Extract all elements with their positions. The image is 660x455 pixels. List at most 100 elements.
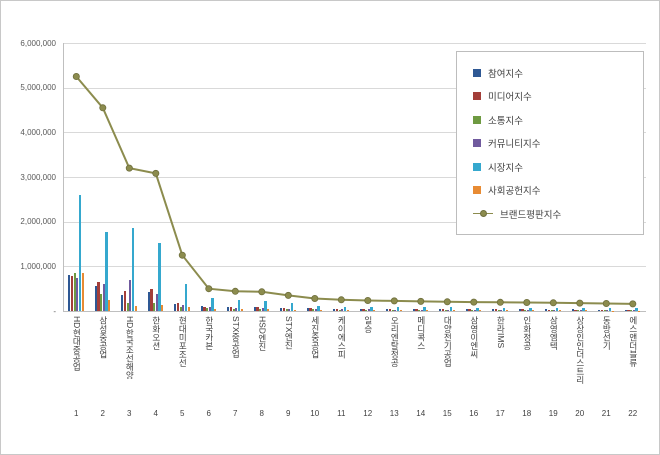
bar-소통지수: [603, 310, 606, 311]
bar-시장지수: [237, 299, 241, 311]
bar-미디어지수: [627, 309, 630, 311]
bar-참여지수: [280, 307, 283, 311]
legend-swatch-icon: [473, 68, 481, 77]
bar-소통지수: [232, 308, 235, 311]
x-axis-rank-label: 2: [100, 409, 105, 418]
x-axis-category-label: 상상인인더스트리: [575, 316, 586, 384]
bar-사회공헌지수: [81, 273, 84, 311]
bar-소통지수: [550, 310, 553, 311]
bar-시장지수: [449, 307, 453, 311]
bar-미디어지수: [256, 306, 259, 311]
y-axis-tick-label: 1,000,000: [20, 261, 56, 271]
x-axis-rank-label: 10: [310, 409, 320, 418]
bar-사회공헌지수: [426, 310, 429, 311]
bar-사회공헌지수: [187, 307, 190, 311]
bar-사회공헌지수: [558, 310, 561, 311]
legend-label: 참여지수: [488, 68, 523, 80]
chart-legend: 참여지수 미디어지수 소통지수 커뮤니티지수 시장지수 사회공헌지수 브랜드평판지수: [456, 51, 644, 235]
bar-커뮤니티지수: [420, 309, 423, 311]
bar-사회공헌지수: [134, 305, 137, 311]
bar-커뮤니티지수: [182, 304, 185, 311]
bar-커뮤니티지수: [208, 307, 211, 311]
bar-사회공헌지수: [161, 305, 164, 311]
bar-커뮤니티지수: [235, 307, 238, 311]
bar-소통지수: [365, 309, 368, 311]
bar-참여지수: [518, 309, 521, 311]
bar-커뮤니티지수: [261, 308, 264, 311]
x-axis-rank-label: 7: [233, 409, 238, 418]
bar-참여지수: [545, 309, 548, 311]
legend-item: 사회공헌지수: [473, 183, 643, 197]
bar-사회공헌지수: [532, 310, 535, 311]
bar-소통지수: [418, 309, 421, 311]
legend-label: 시장지수: [488, 162, 523, 174]
x-axis-rank-label: 12: [363, 409, 373, 418]
bar-시장지수: [396, 306, 400, 311]
bar-참여지수: [68, 275, 71, 311]
x-axis-category-label: 삼성중공업: [98, 316, 109, 359]
bar-소통지수: [444, 309, 447, 311]
legend-item: 참여지수: [473, 66, 643, 80]
bar-시장지수: [608, 307, 612, 311]
y-axis-tick-label: 3,000,000: [20, 172, 56, 182]
x-axis-rank-label: 5: [180, 409, 185, 418]
bar-참여지수: [439, 309, 442, 311]
legend-swatch-icon: [473, 162, 481, 171]
bar-소통지수: [153, 302, 156, 311]
bar-참여지수: [306, 308, 309, 311]
x-axis-rank-label: 16: [469, 409, 479, 418]
x-axis-rank-label: 17: [495, 409, 505, 418]
x-axis-rank-label: 14: [416, 409, 426, 418]
bar-미디어지수: [282, 307, 286, 311]
bar-미디어지수: [335, 308, 339, 311]
legend-label: 커뮤니티지수: [488, 139, 541, 150]
bar-참여지수: [386, 308, 389, 311]
bar-소통지수: [73, 272, 76, 311]
bar-소통지수: [259, 308, 262, 311]
legend-swatch-icon: [473, 115, 481, 124]
bar-참여지수: [253, 307, 256, 311]
legend-label: 미디어지수: [488, 92, 532, 103]
x-axis-rank-label: 1: [74, 409, 79, 418]
bar-소통지수: [126, 302, 129, 311]
y-axis-tick-label: 2,000,000: [20, 217, 56, 227]
x-axis-category-label: 삼영이엔씨: [469, 316, 480, 359]
x-axis-category-label: 현대미포조선: [177, 316, 188, 367]
x-axis-category-label: 세진중공업: [310, 316, 321, 359]
bar-소통지수: [497, 310, 500, 311]
x-axis-category-label: 오리엔탈정공: [389, 316, 400, 367]
bar-참여지수: [359, 308, 362, 311]
x-axis-rank-label: 20: [575, 409, 585, 418]
x-axis-rank-label: 15: [442, 409, 452, 418]
x-axis-category-label: 한화오션: [151, 316, 162, 350]
legend-swatch-icon: [473, 186, 481, 194]
legend-item: 브랜드평판지수: [473, 207, 643, 221]
y-axis-tick-label: 6,000,000: [20, 38, 56, 48]
bar-사회공헌지수: [267, 309, 270, 311]
bar-커뮤니티지수: [473, 309, 476, 311]
bar-커뮤니티지수: [553, 309, 556, 311]
bar-소통지수: [338, 309, 341, 311]
bar-미디어지수: [441, 309, 445, 311]
x-axis-rank-label: 9: [286, 409, 291, 418]
bar-사회공헌지수: [585, 310, 588, 311]
bar-시장지수: [635, 308, 638, 311]
x-axis-rank-label: 18: [522, 409, 532, 418]
gridline: [63, 43, 646, 44]
x-axis-rank-label: 6: [206, 409, 211, 418]
bar-사회공헌지수: [293, 309, 296, 311]
bar-사회공헌지수: [373, 310, 376, 311]
legend-item: 시장지수: [473, 160, 643, 174]
bar-미디어지수: [600, 309, 604, 311]
bar-시장지수: [555, 307, 559, 311]
legend-label: 사회공헌지수: [488, 186, 541, 197]
x-axis-rank-label: 22: [628, 409, 638, 418]
bar-참여지수: [227, 306, 230, 311]
x-axis-rank-label: 13: [389, 409, 399, 418]
bar-참여지수: [200, 305, 203, 311]
x-axis-rank-label: 8: [259, 409, 264, 418]
bar-소통지수: [630, 310, 633, 311]
x-axis-category-label: 메디콕스: [416, 316, 427, 350]
legend-item: 미디어지수: [473, 89, 643, 103]
